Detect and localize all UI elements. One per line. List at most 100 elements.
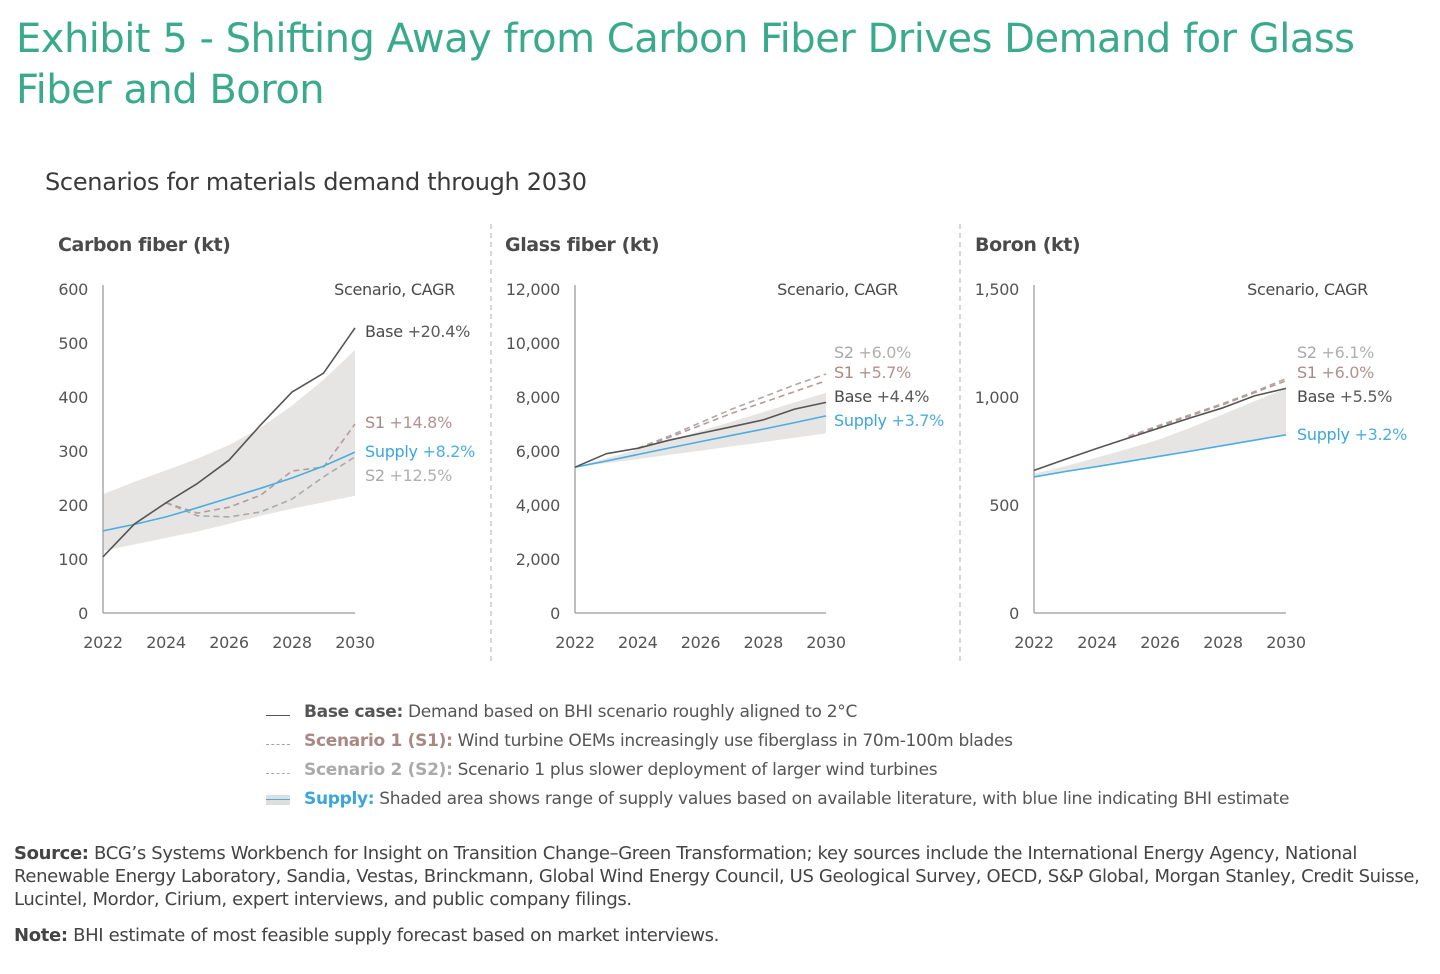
y-tick-label: 8,000 xyxy=(516,388,560,407)
x-tick-label: 2026 xyxy=(209,633,249,652)
series-cagr: +8.2% xyxy=(423,442,476,461)
panel-title: Boron (kt) xyxy=(975,234,1080,256)
exhibit-title: Exhibit 5 - Shifting Away from Carbon Fi… xyxy=(16,16,1355,113)
y-tick-label: 10,000 xyxy=(506,334,560,353)
base-line-swatch-icon xyxy=(266,715,290,716)
x-tick-label: 2024 xyxy=(618,633,658,652)
scenario-cagr-header: Scenario, CAGR xyxy=(777,280,898,299)
series-line-s2 xyxy=(165,456,356,518)
series-line-base xyxy=(102,327,356,558)
series-cagr: +3.7% xyxy=(892,411,945,430)
y-tick-label: 500 xyxy=(989,496,1019,515)
series-label-s2: S2 +6.1% xyxy=(1297,343,1374,362)
series-label-s2: S2 +12.5% xyxy=(365,466,452,485)
series-name: Supply xyxy=(1297,425,1355,444)
x-tick-label: 2022 xyxy=(1014,633,1054,652)
y-tick-label: 4,000 xyxy=(516,496,560,515)
legend-label-supply: Supply: xyxy=(304,789,375,809)
series-label-supply: Supply +8.2% xyxy=(365,442,475,461)
legend-item-base: Base case: Demand based on BHI scenario … xyxy=(266,698,1289,727)
x-tick-label: 2022 xyxy=(555,633,595,652)
x-tick-label: 2028 xyxy=(1203,633,1243,652)
supply-band-swatch-icon xyxy=(266,794,290,805)
supply-range-band xyxy=(103,350,355,551)
legend-label-s1: Scenario 1 (S1): xyxy=(304,731,453,751)
s2-dashed-swatch-icon xyxy=(266,773,290,774)
series-cagr: +6.0% xyxy=(1322,363,1375,382)
x-tick-label: 2028 xyxy=(272,633,312,652)
charts-svg: Carbon fiber (kt) 0 100 200 300 400 500 600 2022… xyxy=(58,224,1407,662)
y-tick-label: 12,000 xyxy=(506,280,560,299)
series-line-supply xyxy=(102,451,356,532)
y-tick-label: 0 xyxy=(1009,604,1019,623)
legend-text-s2: Scenario 1 plus slower deployment of lar… xyxy=(457,760,938,780)
x-tick-label: 2030 xyxy=(335,633,375,652)
legend-text-base: Demand based on BHI scenario roughly ali… xyxy=(408,702,858,722)
series-label-s2: S2 +6.0% xyxy=(834,343,911,362)
x-tick-label: 2026 xyxy=(1140,633,1180,652)
series-name: S2 xyxy=(1297,343,1322,362)
y-tick-label: 400 xyxy=(58,388,88,407)
series-line-s1 xyxy=(1128,380,1287,438)
series-cagr: +12.5% xyxy=(390,466,453,485)
legend-item-supply: Supply: Shaded area shows range of suppl… xyxy=(266,785,1290,814)
panel-title: Glass fiber (kt) xyxy=(505,234,659,256)
x-tick-label: 2024 xyxy=(146,633,186,652)
legend-text-s1: Wind turbine OEMs increasingly use fiber… xyxy=(457,731,1013,751)
source-text: BCG’s Systems Workbench for Insight on T… xyxy=(14,843,1420,910)
series-name: Base xyxy=(365,322,408,341)
series-label-supply: Supply +3.7% xyxy=(834,411,944,430)
series-name: Supply xyxy=(365,442,423,461)
series-line-s2 xyxy=(1128,377,1287,438)
supply-range-band xyxy=(1034,388,1286,477)
note-text: BHI estimate of most feasible supply for… xyxy=(73,925,720,946)
x-tick-label: 2030 xyxy=(1266,633,1306,652)
s1-dashed-swatch-icon xyxy=(266,744,290,745)
series-line-supply xyxy=(1033,434,1287,478)
series-name: S2 xyxy=(834,343,859,362)
series-cagr: +4.4% xyxy=(877,387,930,406)
series-line-supply xyxy=(574,415,827,468)
series-name: Supply xyxy=(834,411,892,430)
series-cagr: +14.8% xyxy=(390,413,453,432)
supply-range-band xyxy=(575,392,826,468)
series-cagr: +6.0% xyxy=(859,343,912,362)
legend-label-s2: Scenario 2 (S2): xyxy=(304,760,453,780)
series-cagr: +3.2% xyxy=(1355,425,1408,444)
series-name: Base xyxy=(1297,387,1340,406)
y-tick-label: 1,500 xyxy=(975,280,1019,299)
series-label-base: Base +4.4% xyxy=(834,387,929,406)
series-name: S1 xyxy=(365,413,390,432)
series-line-s1 xyxy=(637,380,827,450)
series-label-base: Base +20.4% xyxy=(365,322,470,341)
y-tick-label: 200 xyxy=(58,496,88,515)
series-label-supply: Supply +3.2% xyxy=(1297,425,1407,444)
legend-item-s2: Scenario 2 (S2): Scenario 1 plus slower … xyxy=(266,756,1289,785)
chart-subtitle: Scenarios for materials demand through 2… xyxy=(45,168,587,196)
scenario-cagr-header: Scenario, CAGR xyxy=(334,280,455,299)
footnote: Note: BHI estimate of most feasible supp… xyxy=(14,925,719,946)
legend-item-s1: Scenario 1 (S1): Wind turbine OEMs incre… xyxy=(266,727,1289,756)
y-tick-label: 500 xyxy=(58,334,88,353)
x-tick-label: 2030 xyxy=(806,633,846,652)
series-cagr: +5.7% xyxy=(859,363,912,382)
series-label-s1: S1 +6.0% xyxy=(1297,363,1374,382)
series-cagr: +20.4% xyxy=(408,322,471,341)
x-tick-label: 2028 xyxy=(743,633,783,652)
x-tick-label: 2022 xyxy=(83,633,123,652)
series-line-base xyxy=(1033,387,1287,472)
source-note: Source: BCG’s Systems Workbench for Insi… xyxy=(14,842,1424,911)
series-line-base xyxy=(574,401,827,468)
y-tick-label: 0 xyxy=(550,604,560,623)
series-name: S1 xyxy=(1297,363,1322,382)
y-tick-label: 600 xyxy=(58,280,88,299)
legend: Base case: Demand based on BHI scenario … xyxy=(266,698,1290,814)
series-cagr: +5.5% xyxy=(1340,387,1393,406)
legend-text-supply: Shaded area shows range of supply values… xyxy=(379,789,1290,809)
note-label: Note: xyxy=(14,925,68,946)
series-label-s1: S1 +5.7% xyxy=(834,363,911,382)
series-line-s2 xyxy=(637,373,827,450)
series-label-s1: S1 +14.8% xyxy=(365,413,452,432)
series-name: S2 xyxy=(365,466,390,485)
y-tick-label: 6,000 xyxy=(516,442,560,461)
